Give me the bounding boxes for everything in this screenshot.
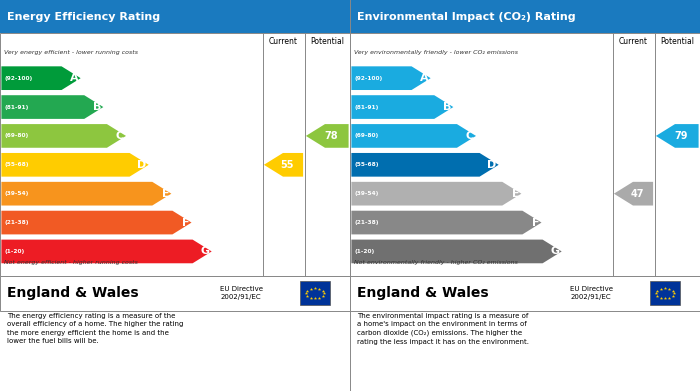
- Text: Not environmentally friendly - higher CO₂ emissions: Not environmentally friendly - higher CO…: [354, 260, 517, 265]
- Polygon shape: [351, 211, 542, 234]
- Text: The environmental impact rating is a measure of
a home's impact on the environme: The environmental impact rating is a mea…: [357, 313, 529, 345]
- Text: 78: 78: [324, 131, 337, 141]
- Polygon shape: [351, 95, 454, 119]
- Text: (92-100): (92-100): [354, 76, 382, 81]
- Text: 55: 55: [280, 160, 294, 170]
- Text: Energy Efficiency Rating: Energy Efficiency Rating: [7, 12, 160, 22]
- Bar: [300, 281, 330, 305]
- Polygon shape: [656, 124, 699, 148]
- Text: (69-80): (69-80): [354, 133, 379, 138]
- Text: E: E: [512, 189, 519, 199]
- Bar: [0, 0, 350, 33]
- Text: 79: 79: [674, 131, 687, 141]
- Text: (21-38): (21-38): [4, 220, 29, 225]
- Text: F: F: [182, 217, 190, 228]
- Text: England & Wales: England & Wales: [7, 286, 139, 300]
- Text: A: A: [70, 73, 78, 83]
- Text: F: F: [532, 217, 540, 228]
- Text: C: C: [116, 131, 124, 141]
- Text: 47: 47: [630, 189, 644, 199]
- Polygon shape: [351, 124, 476, 148]
- Polygon shape: [1, 124, 126, 148]
- Text: Potential: Potential: [660, 36, 694, 46]
- Text: G: G: [550, 246, 559, 256]
- Polygon shape: [1, 182, 172, 206]
- Text: E: E: [162, 189, 169, 199]
- Text: Not energy efficient - higher running costs: Not energy efficient - higher running co…: [4, 260, 137, 265]
- Text: (69-80): (69-80): [4, 133, 29, 138]
- Text: EU Directive
2002/91/EC: EU Directive 2002/91/EC: [570, 286, 613, 300]
- Polygon shape: [351, 182, 522, 206]
- Text: Environmental Impact (CO₂) Rating: Environmental Impact (CO₂) Rating: [357, 12, 575, 22]
- Polygon shape: [1, 95, 104, 119]
- Text: Current: Current: [269, 36, 298, 46]
- Text: B: B: [93, 102, 102, 112]
- Text: The energy efficiency rating is a measure of the
overall efficiency of a home. T: The energy efficiency rating is a measur…: [7, 313, 183, 344]
- Bar: [650, 281, 680, 305]
- Text: D: D: [487, 160, 496, 170]
- Text: (81-91): (81-91): [354, 104, 379, 109]
- Text: C: C: [466, 131, 474, 141]
- Text: (39-54): (39-54): [4, 191, 29, 196]
- Polygon shape: [306, 124, 349, 148]
- Text: (81-91): (81-91): [4, 104, 29, 109]
- Text: D: D: [137, 160, 146, 170]
- Polygon shape: [1, 153, 148, 177]
- Text: Very environmentally friendly - lower CO₂ emissions: Very environmentally friendly - lower CO…: [354, 50, 517, 55]
- Polygon shape: [614, 182, 653, 206]
- Text: Very energy efficient - lower running costs: Very energy efficient - lower running co…: [4, 50, 137, 55]
- Text: (39-54): (39-54): [354, 191, 379, 196]
- Text: A: A: [420, 73, 428, 83]
- Text: (55-68): (55-68): [354, 162, 379, 167]
- Bar: [350, 33, 700, 276]
- Text: EU Directive
2002/91/EC: EU Directive 2002/91/EC: [220, 286, 263, 300]
- Bar: [0, 276, 350, 311]
- Polygon shape: [1, 66, 81, 90]
- Text: (55-68): (55-68): [4, 162, 29, 167]
- Text: G: G: [200, 246, 209, 256]
- Text: Potential: Potential: [310, 36, 344, 46]
- Polygon shape: [351, 153, 498, 177]
- Polygon shape: [351, 240, 561, 263]
- Bar: [350, 0, 700, 33]
- Text: (1-20): (1-20): [4, 249, 25, 254]
- Polygon shape: [264, 153, 303, 177]
- Bar: [350, 276, 700, 311]
- Text: B: B: [443, 102, 452, 112]
- Polygon shape: [351, 66, 430, 90]
- Polygon shape: [1, 211, 192, 234]
- Text: (1-20): (1-20): [354, 249, 374, 254]
- Polygon shape: [1, 240, 211, 263]
- Text: England & Wales: England & Wales: [357, 286, 489, 300]
- Text: (92-100): (92-100): [4, 76, 32, 81]
- Bar: [0, 33, 350, 276]
- Text: Current: Current: [619, 36, 648, 46]
- Text: (21-38): (21-38): [354, 220, 379, 225]
